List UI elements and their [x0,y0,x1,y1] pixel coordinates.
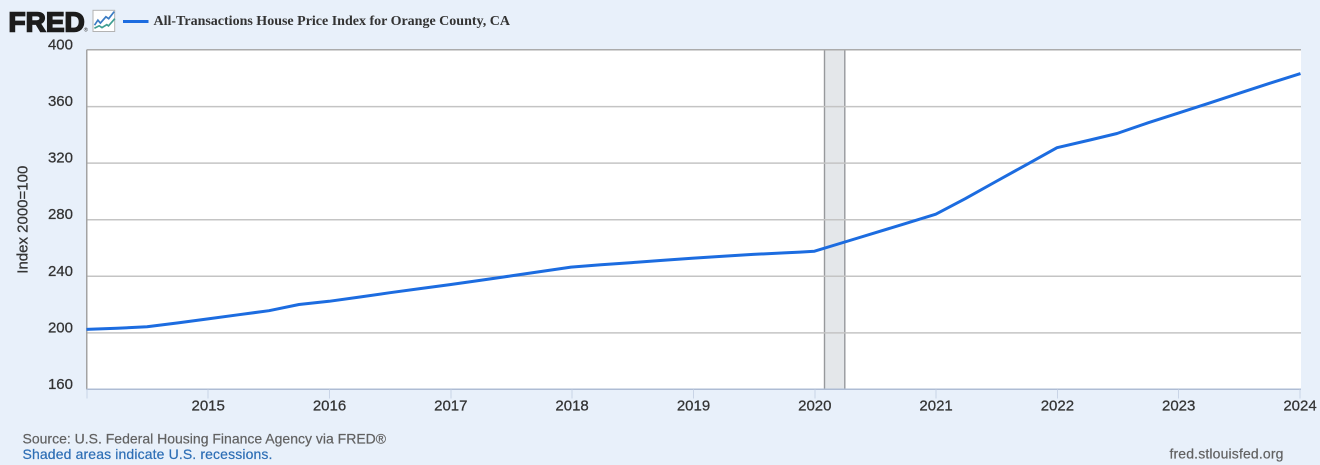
svg-text:Shaded areas indicate U.S. rec: Shaded areas indicate U.S. recessions. [23,446,273,462]
svg-text:FRED: FRED [9,7,85,38]
svg-text:All-Transactions House Price I: All-Transactions House Price Index for O… [154,14,511,29]
svg-text:2018: 2018 [555,398,588,415]
svg-text:2022: 2022 [1041,398,1074,415]
svg-text:240: 240 [48,263,73,280]
svg-text:2021: 2021 [919,398,952,415]
svg-text:360: 360 [48,93,73,110]
svg-text:2020: 2020 [798,398,831,415]
svg-text:fred.stlouisfed.org: fred.stlouisfed.org [1169,446,1283,462]
svg-text:280: 280 [48,206,73,223]
svg-text:2023: 2023 [1162,398,1195,415]
svg-text:2024: 2024 [1283,398,1316,415]
svg-text:Index 2000=100: Index 2000=100 [15,166,32,274]
svg-text:2017: 2017 [434,398,467,415]
svg-text:320: 320 [48,150,73,167]
svg-text:400: 400 [48,37,73,54]
svg-text:Source: U.S. Federal Housing F: Source: U.S. Federal Housing Finance Age… [23,430,387,446]
svg-text:2015: 2015 [192,398,225,415]
svg-text:2019: 2019 [677,398,710,415]
svg-text:200: 200 [48,319,73,336]
svg-text:2016: 2016 [313,398,346,415]
svg-text:®: ® [84,26,88,33]
svg-text:160: 160 [48,376,73,393]
